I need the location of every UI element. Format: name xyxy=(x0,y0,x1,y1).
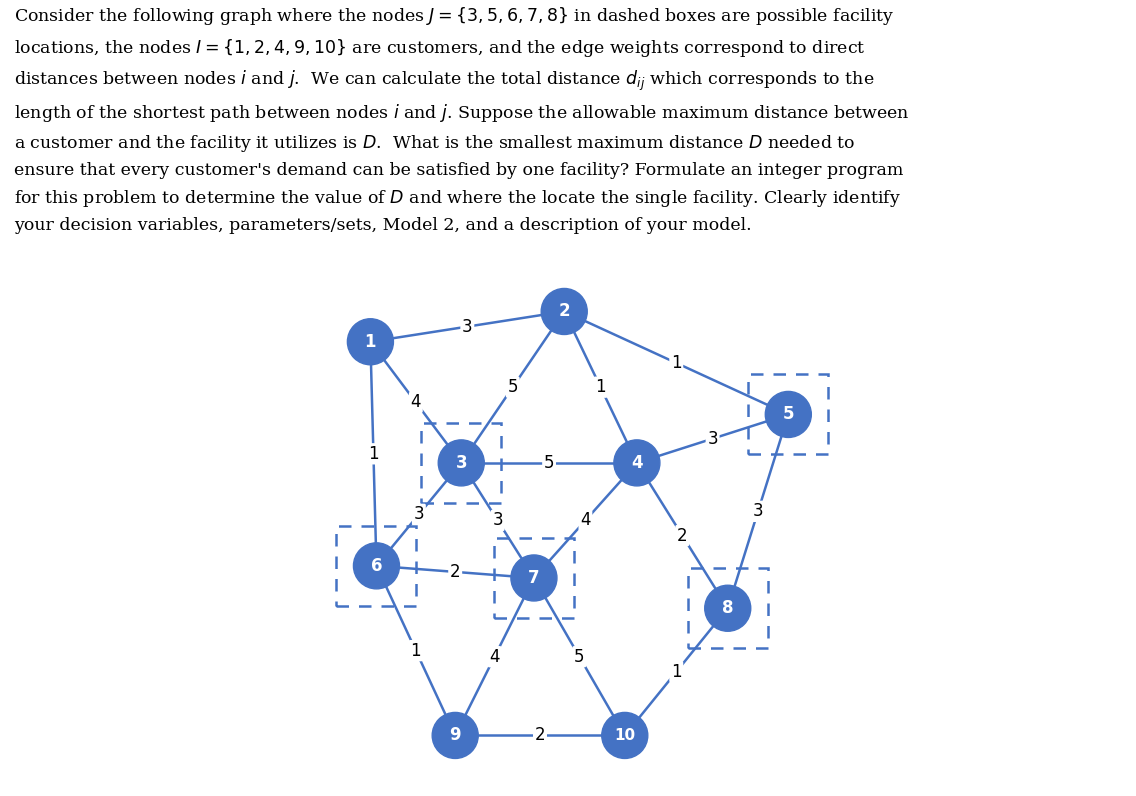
Text: 3: 3 xyxy=(414,505,424,524)
Text: 2: 2 xyxy=(450,563,460,581)
Text: 1: 1 xyxy=(671,354,682,372)
Text: 4: 4 xyxy=(580,511,591,529)
Text: 3: 3 xyxy=(492,511,503,529)
Text: 3: 3 xyxy=(456,454,467,472)
Circle shape xyxy=(348,318,393,365)
Bar xyxy=(336,526,417,606)
Text: 3: 3 xyxy=(708,430,718,447)
Text: 7: 7 xyxy=(528,569,540,587)
Text: 6: 6 xyxy=(370,557,382,575)
Circle shape xyxy=(511,555,557,601)
Text: 9: 9 xyxy=(450,727,461,744)
Text: 4: 4 xyxy=(410,393,421,412)
Bar xyxy=(421,423,501,503)
Text: 3: 3 xyxy=(462,318,473,336)
Text: 1: 1 xyxy=(410,642,421,660)
Text: 1: 1 xyxy=(671,663,682,681)
Bar xyxy=(687,568,768,648)
Circle shape xyxy=(704,585,751,631)
Circle shape xyxy=(353,543,400,589)
Text: 5: 5 xyxy=(783,405,794,423)
Text: 1: 1 xyxy=(595,378,605,396)
Text: 1: 1 xyxy=(368,445,378,462)
Text: 8: 8 xyxy=(722,599,734,617)
Bar xyxy=(494,538,574,618)
Circle shape xyxy=(541,288,587,334)
Text: 3: 3 xyxy=(753,502,763,521)
Text: 5: 5 xyxy=(544,454,554,472)
Text: 1: 1 xyxy=(365,333,376,351)
Circle shape xyxy=(602,712,648,759)
Text: 2: 2 xyxy=(677,527,687,544)
Bar xyxy=(749,374,828,455)
Circle shape xyxy=(766,392,811,438)
Circle shape xyxy=(613,440,660,486)
Circle shape xyxy=(438,440,484,486)
Text: 4: 4 xyxy=(632,454,643,472)
Text: 2: 2 xyxy=(535,727,545,744)
Text: 4: 4 xyxy=(490,648,500,665)
Text: 5: 5 xyxy=(508,378,518,396)
Text: Consider the following graph where the nodes $J = \{3, 5, 6, 7, 8\}$ in dashed b: Consider the following graph where the n… xyxy=(14,5,909,234)
Text: 5: 5 xyxy=(574,648,585,665)
Circle shape xyxy=(432,712,478,759)
Text: 10: 10 xyxy=(615,728,635,743)
Text: 2: 2 xyxy=(559,302,570,321)
